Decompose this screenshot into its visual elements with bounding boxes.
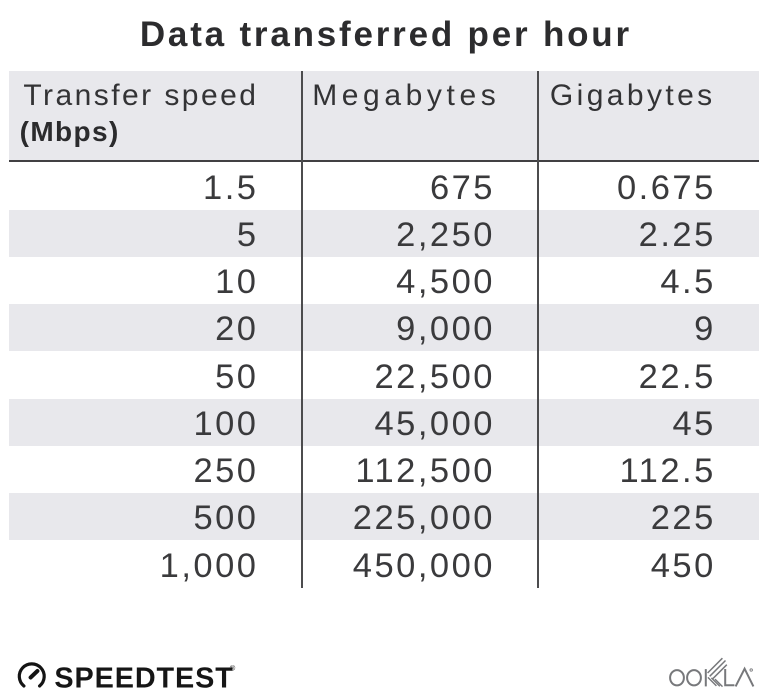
svg-text:®: ®: [230, 663, 236, 672]
svg-text:SPEEDTEST: SPEEDTEST: [54, 663, 233, 695]
